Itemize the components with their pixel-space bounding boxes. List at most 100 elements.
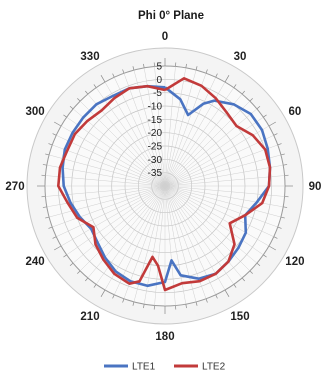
legend: LTE1 LTE2: [104, 362, 226, 373]
angle-tick-mark: [256, 106, 261, 110]
angle-tick-mark: [280, 153, 285, 156]
angle-tick-label: 270: [5, 181, 24, 193]
angle-tick-mark: [69, 262, 74, 266]
angle-tick-label: 210: [80, 311, 99, 323]
angle-tick-mark: [100, 74, 106, 83]
angle-tick-label: 300: [26, 106, 45, 118]
chart-title: Phi 0° Plane: [138, 10, 204, 22]
angle-tick-mark: [122, 298, 125, 303]
angle-tick-mark: [77, 98, 81, 102]
angular-gridline: [164, 108, 258, 187]
angle-tick-mark: [277, 143, 282, 146]
angle-tick-mark: [48, 143, 53, 146]
angle-tick-label: 0: [162, 31, 168, 43]
angle-tick-mark: [93, 84, 97, 88]
angular-gridline: [66, 116, 166, 187]
angle-tick-mark: [268, 245, 277, 251]
angle-tick-mark: [256, 262, 261, 266]
angle-tick-mark: [195, 301, 198, 306]
angular-gridline: [104, 81, 166, 187]
angle-tick-mark: [205, 298, 208, 303]
angular-gridline: [95, 185, 166, 285]
angle-tick-mark: [112, 73, 115, 78]
angle-tick-mark: [283, 206, 288, 208]
angle-tick-mark: [205, 69, 208, 74]
radial-tick-label: -15: [148, 115, 163, 126]
angle-tick-mark: [45, 153, 50, 156]
angular-gridline: [164, 66, 176, 187]
radial-tick-label: -25: [148, 142, 163, 153]
angle-tick-mark: [42, 164, 47, 166]
angle-tick-mark: [45, 216, 50, 219]
angular-gridline: [52, 185, 166, 228]
angle-tick-mark: [224, 289, 230, 298]
radial-tick-labels: 5 0 -5 -10 -15 -20 -25 -30 -35: [148, 62, 163, 180]
angle-tick-mark: [215, 294, 218, 299]
angular-gridline: [164, 185, 274, 237]
radial-tick-label: 5: [156, 62, 162, 73]
angle-tick-label: 150: [230, 311, 249, 323]
angular-gridline: [79, 185, 166, 272]
angle-tick-mark: [53, 121, 62, 127]
angle-tick-mark: [273, 236, 278, 239]
angular-gridline: [45, 175, 166, 187]
angle-tick-mark: [52, 236, 57, 239]
angle-tick-label: 90: [309, 181, 322, 193]
angle-tick-mark: [143, 63, 145, 68]
angular-gridline: [164, 100, 251, 187]
series-line-lte1: [61, 84, 272, 288]
radial-tick-label: -5: [153, 88, 162, 99]
angle-tick-mark: [241, 90, 245, 95]
radial-tick-label: -20: [148, 128, 163, 139]
angle-tick-mark: [268, 121, 277, 127]
angle-tick-label: 120: [285, 256, 304, 268]
angular-gridline: [164, 185, 258, 264]
angle-tick-mark: [215, 73, 218, 78]
angular-gridline: [133, 70, 166, 187]
angular-gridline: [164, 185, 243, 279]
angle-tick-mark: [273, 133, 278, 136]
angle-tick-label: 240: [26, 256, 45, 268]
series-line-lte2: [57, 77, 272, 292]
angle-tick-mark: [263, 114, 267, 118]
angle-tick-mark: [185, 63, 187, 68]
angular-gridline: [49, 154, 166, 187]
angular-gridline: [52, 144, 166, 187]
angle-tick-mark: [132, 66, 135, 71]
angular-gridline: [164, 87, 235, 187]
angular-gridline: [164, 185, 251, 272]
angular-gridline: [154, 185, 166, 306]
angular-gridline: [114, 77, 166, 187]
angle-tick-mark: [122, 69, 125, 74]
angular-gridline: [164, 67, 187, 187]
radial-tick-label: 0: [156, 75, 162, 86]
angular-gridline: [56, 135, 166, 187]
angle-tick-mark: [100, 289, 106, 298]
angle-tick-mark: [233, 284, 237, 288]
angular-gridline: [46, 164, 166, 187]
angle-tick-mark: [283, 164, 288, 166]
angle-tick-mark: [143, 304, 145, 309]
angular-gridline: [164, 77, 216, 187]
angle-tick-label: 60: [289, 106, 302, 118]
angular-gridline: [60, 185, 166, 247]
angular-gridline: [164, 185, 270, 247]
angle-tick-mark: [52, 133, 57, 136]
angle-tick-mark: [224, 74, 230, 83]
radial-tick-label: -35: [148, 168, 163, 179]
radial-tick-label: -30: [148, 155, 163, 166]
legend-label: LTE2: [202, 362, 226, 373]
angular-gridline: [164, 185, 281, 218]
angular-gridline: [87, 185, 166, 279]
angular-gridline: [60, 125, 166, 187]
angular-gridline: [87, 93, 166, 187]
angle-tick-mark: [85, 277, 89, 282]
legend-label: LTE1: [132, 362, 156, 373]
angle-tick-mark: [63, 114, 67, 118]
angle-tick-mark: [85, 90, 89, 95]
angular-gridline: [45, 185, 166, 197]
angular-gridline: [164, 70, 197, 187]
radial-tick-label: -10: [148, 102, 163, 113]
angle-tick-mark: [77, 270, 81, 274]
